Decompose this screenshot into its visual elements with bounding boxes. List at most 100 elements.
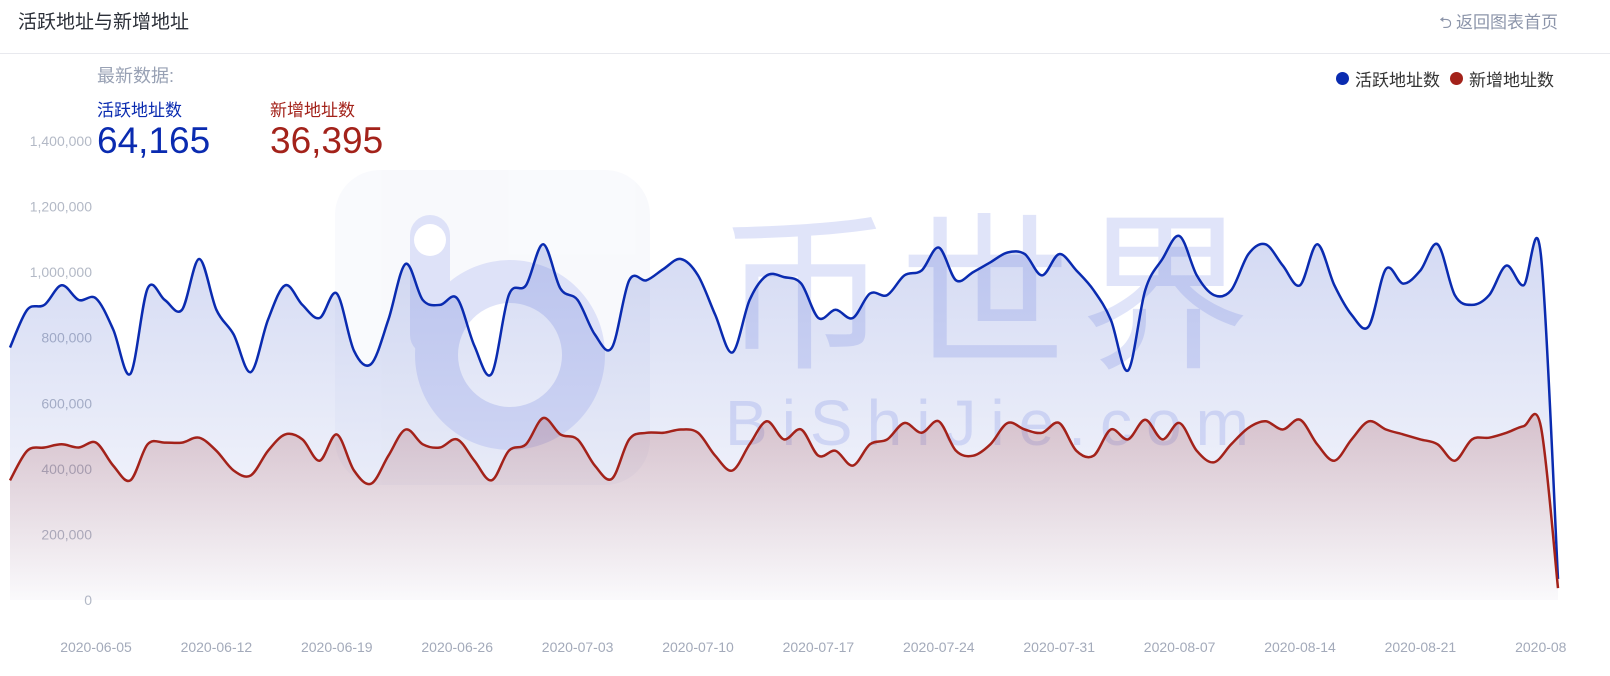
data-point[interactable] (451, 292, 463, 304)
data-point[interactable] (314, 455, 326, 467)
data-point[interactable] (795, 278, 807, 290)
data-point[interactable] (795, 424, 807, 436)
data-point[interactable] (778, 271, 790, 283)
data-point[interactable] (950, 445, 962, 457)
data-point[interactable] (1122, 365, 1134, 377)
data-point[interactable] (864, 438, 876, 450)
data-point[interactable] (1380, 424, 1392, 436)
data-point[interactable] (606, 473, 618, 485)
data-point[interactable] (1019, 248, 1031, 260)
data-point[interactable] (1397, 278, 1409, 290)
data-point[interactable] (520, 438, 532, 450)
data-point[interactable] (709, 450, 721, 462)
data-point[interactable] (1311, 238, 1323, 250)
data-point[interactable] (1328, 279, 1340, 291)
data-point[interactable] (950, 274, 962, 286)
data-point[interactable] (1242, 248, 1254, 260)
data-point[interactable] (1363, 415, 1375, 427)
data-point[interactable] (1156, 253, 1168, 265)
data-point[interactable] (331, 428, 343, 440)
data-point[interactable] (1088, 284, 1100, 296)
data-point[interactable] (382, 450, 394, 462)
data-point[interactable] (984, 438, 996, 450)
data-point[interactable] (1036, 427, 1048, 439)
data-point[interactable] (382, 314, 394, 326)
data-point[interactable] (830, 304, 842, 316)
data-point[interactable] (107, 324, 119, 336)
data-point[interactable] (761, 269, 773, 281)
data-point[interactable] (640, 427, 652, 439)
data-point[interactable] (1346, 309, 1358, 321)
data-point[interactable] (864, 287, 876, 299)
data-point[interactable] (812, 312, 824, 324)
data-point[interactable] (1311, 438, 1323, 450)
data-point[interactable] (1191, 269, 1203, 281)
data-point[interactable] (726, 464, 738, 476)
data-point[interactable] (1346, 433, 1358, 445)
data-point[interactable] (1449, 289, 1461, 301)
data-point[interactable] (314, 312, 326, 324)
data-point[interactable] (1225, 284, 1237, 296)
data-point[interactable] (1208, 456, 1220, 468)
data-point[interactable] (1432, 438, 1444, 450)
data-point[interactable] (159, 294, 171, 306)
data-point[interactable] (984, 256, 996, 268)
data-point[interactable] (572, 433, 584, 445)
data-point[interactable] (1414, 265, 1426, 277)
data-point[interactable] (468, 455, 480, 467)
data-point[interactable] (520, 279, 532, 291)
data-point[interactable] (1191, 445, 1203, 457)
data-point[interactable] (176, 437, 188, 449)
data-point[interactable] (778, 433, 790, 445)
data-point[interactable] (658, 427, 670, 439)
data-point[interactable] (1070, 445, 1082, 457)
data-point[interactable] (1518, 279, 1530, 291)
data-point[interactable] (1139, 414, 1151, 426)
data-point[interactable] (658, 263, 670, 275)
data-point[interactable] (881, 433, 893, 445)
data-point[interactable] (486, 474, 498, 486)
data-point[interactable] (916, 427, 928, 439)
data-point[interactable] (210, 304, 222, 316)
data-point[interactable] (159, 437, 171, 449)
data-point[interactable] (1277, 260, 1289, 272)
data-point[interactable] (830, 445, 842, 457)
data-point[interactable] (193, 253, 205, 265)
data-point[interactable] (1088, 450, 1100, 462)
legend-item-new[interactable]: 新增地址数 (1450, 66, 1554, 91)
data-point[interactable] (142, 438, 154, 450)
data-point[interactable] (1260, 238, 1272, 250)
data-point[interactable] (1294, 279, 1306, 291)
data-point[interactable] (1260, 415, 1272, 427)
data-point[interactable] (417, 294, 429, 306)
data-point[interactable] (1105, 424, 1117, 436)
data-point[interactable] (1483, 289, 1495, 301)
data-point[interactable] (1449, 455, 1461, 467)
data-point[interactable] (451, 433, 463, 445)
data-point[interactable] (623, 274, 635, 286)
data-point[interactable] (503, 445, 515, 457)
data-point[interactable] (1070, 265, 1082, 277)
data-point[interactable] (847, 312, 859, 324)
data-point[interactable] (142, 283, 154, 295)
data-point[interactable] (228, 464, 240, 476)
data-point[interactable] (348, 464, 360, 476)
data-point[interactable] (1002, 246, 1014, 258)
data-point[interactable] (554, 428, 566, 440)
data-point[interactable] (21, 304, 33, 316)
data-point[interactable] (933, 415, 945, 427)
data-point[interactable] (124, 474, 136, 486)
data-point[interactable] (400, 424, 412, 436)
data-point[interactable] (623, 433, 635, 445)
data-point[interactable] (38, 442, 50, 454)
data-point[interactable] (1053, 248, 1065, 260)
data-point[interactable] (916, 265, 928, 277)
data-point[interactable] (898, 417, 910, 429)
data-point[interactable] (847, 460, 859, 472)
data-point[interactable] (1174, 230, 1186, 242)
data-point[interactable] (296, 299, 308, 311)
data-point[interactable] (1483, 432, 1495, 444)
data-point[interactable] (486, 368, 498, 380)
data-point[interactable] (967, 450, 979, 462)
data-point[interactable] (812, 450, 824, 462)
